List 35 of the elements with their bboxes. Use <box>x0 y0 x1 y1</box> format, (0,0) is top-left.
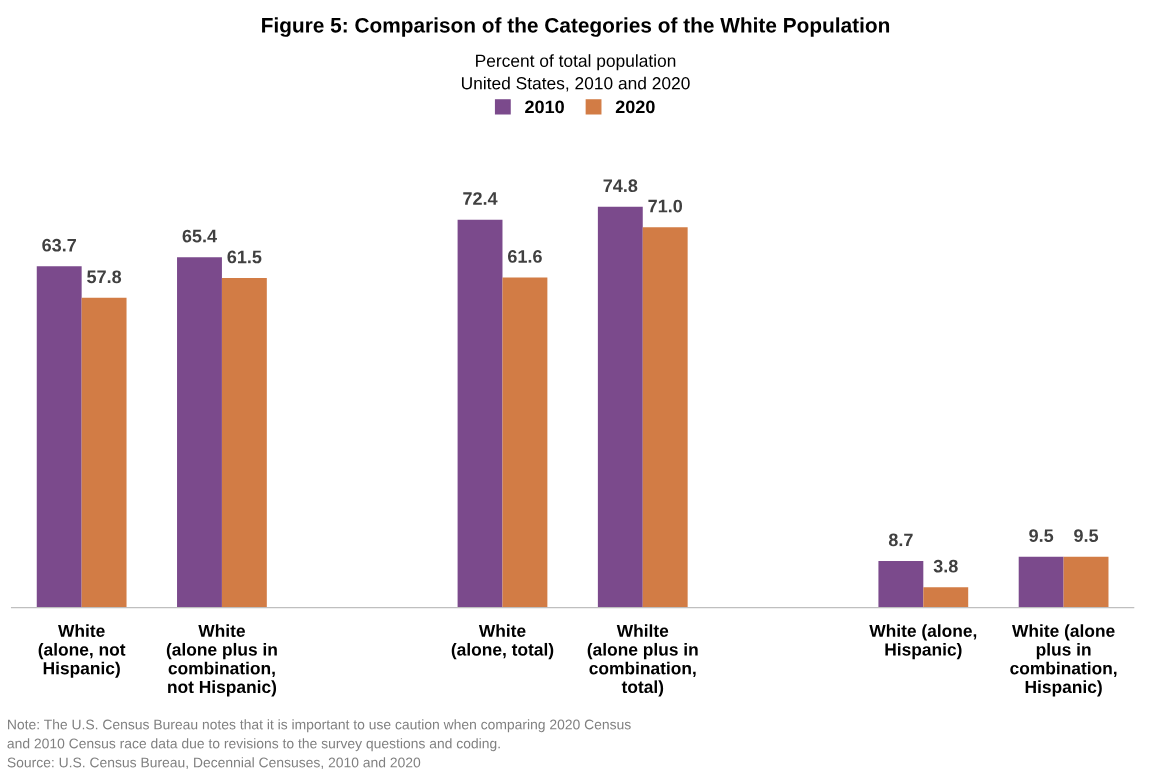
legend-label: 2010 <box>525 100 564 114</box>
chart-title: Figure 5: Comparison of the Categories of the White Population <box>262 17 890 37</box>
x-tick-label: White (alone plus in combination, not Hispanic) <box>166 624 277 697</box>
text: Note: The U.S. Census Bureau notes that it is important to use caution when comparing 2020 Census and 2010 Census race data due to revisions to the survey questions and coding. Source: U.S. Census Bureau, Decennial Censuses, 2010 and 2020 <box>7 719 631 770</box>
data-label: 8.7 <box>888 533 913 547</box>
chart-subtitle: Percent of total population United States, 2010 and 2020 <box>461 54 690 92</box>
x-tick-label: White (alone, total) <box>451 624 554 660</box>
bar <box>502 277 548 608</box>
data-label: 9.5 <box>1029 529 1054 542</box>
legend-label: 2020 <box>615 100 655 114</box>
data-label: 61.5 <box>227 250 262 264</box>
data-label: 61.6 <box>508 250 542 263</box>
bar <box>221 278 267 608</box>
data-label: 74.8 <box>603 179 638 193</box>
bar <box>597 206 643 608</box>
x-tick-label: White (alone, not Hispanic) <box>38 624 126 678</box>
bar <box>457 219 503 608</box>
data-label: 3.8 <box>933 559 958 573</box>
data-label: 72.4 <box>463 192 498 205</box>
bar <box>177 257 222 608</box>
data-label: 9.5 <box>1074 529 1099 542</box>
bar <box>923 587 969 608</box>
bar <box>878 560 924 608</box>
data-label: 71.0 <box>648 199 683 213</box>
bar <box>36 266 82 608</box>
bar <box>1063 556 1109 608</box>
data-label: 65.4 <box>182 229 217 243</box>
x-tick-label: White (alone, Hispanic) <box>869 624 977 660</box>
x-tick-label: Whilte (alone plus in combination, total) <box>587 624 698 697</box>
bar <box>81 297 127 608</box>
bar <box>1018 556 1064 608</box>
x-tick-label: White (alone plus in combination, Hispanic) <box>1010 624 1117 697</box>
data-label: 63.7 <box>42 238 76 252</box>
bar <box>642 227 688 608</box>
data-label: 57.8 <box>87 270 122 284</box>
